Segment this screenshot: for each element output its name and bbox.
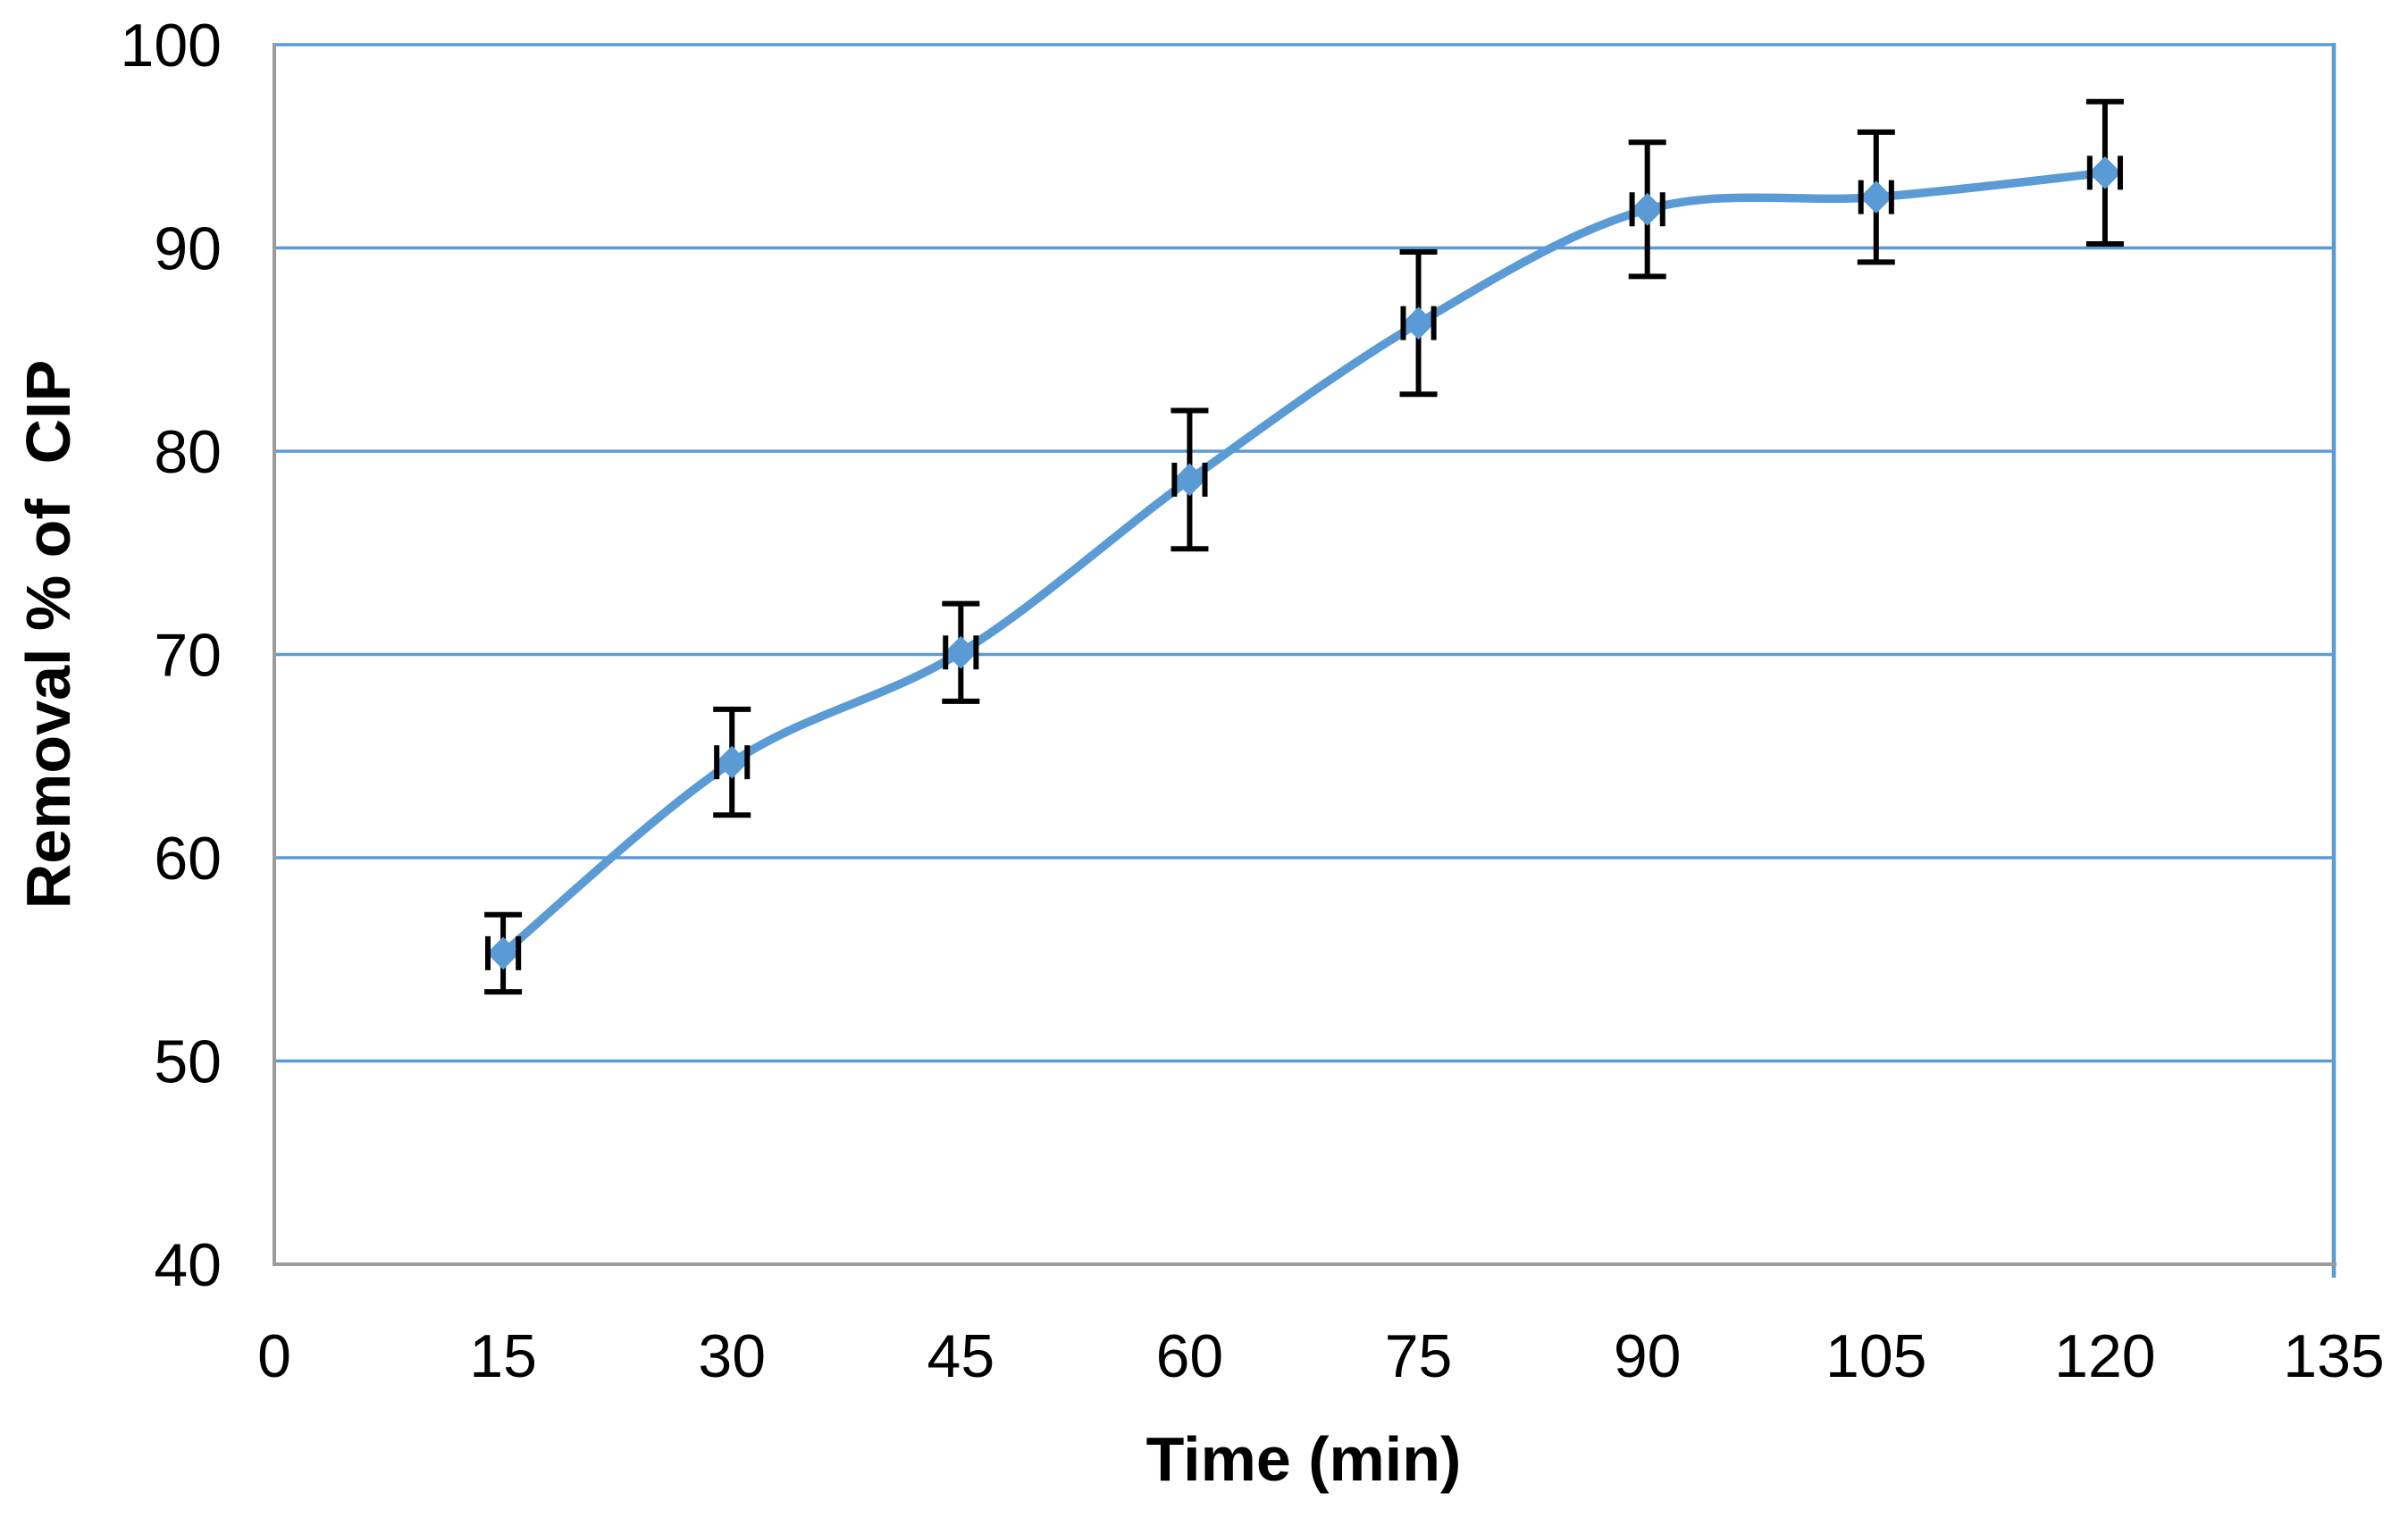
x-tick-label: 30 <box>698 1322 766 1390</box>
x-tick-label: 45 <box>927 1322 995 1390</box>
tick-labels-layer: 40 50 60 70 80 90 100 0 15 30 45 60 75 90 105 120 135 <box>121 12 2385 1390</box>
x-tick-label: 120 <box>2054 1322 2155 1390</box>
data-point-marker <box>1631 192 1665 226</box>
x-tick-label: 0 <box>257 1322 291 1390</box>
data-point-marker <box>486 936 520 970</box>
data-point-marker <box>944 635 977 669</box>
data-point-marker <box>1402 306 1435 340</box>
y-tick-label: 40 <box>154 1231 222 1299</box>
y-tick-label: 60 <box>154 825 222 893</box>
y-tick-label: 90 <box>154 215 222 283</box>
y-tick-label: 70 <box>154 622 222 690</box>
markers-layer <box>486 155 2122 970</box>
x-error-caps-layer <box>485 155 2123 970</box>
data-point-marker <box>1173 463 1206 497</box>
series-line <box>499 168 2110 958</box>
x-axis-title: Time (min) <box>1146 1424 1462 1494</box>
x-tick-label: 15 <box>469 1322 537 1390</box>
data-point-marker <box>1859 180 1893 214</box>
y-tick-label: 80 <box>154 418 222 486</box>
y-tick-label: 50 <box>154 1028 222 1096</box>
series-layer <box>499 168 2110 958</box>
x-tick-label: 135 <box>2283 1322 2384 1390</box>
data-point-marker <box>2088 155 2122 189</box>
axes-layer <box>273 43 2337 1266</box>
x-tick-label: 105 <box>1825 1322 1926 1390</box>
x-tick-label: 60 <box>1156 1322 1224 1390</box>
data-point-marker <box>715 745 749 779</box>
y-tick-label: 100 <box>121 12 222 80</box>
y-axis-title: Removal % of CIP <box>13 360 83 910</box>
x-tick-label: 75 <box>1385 1322 1453 1390</box>
x-tick-label: 90 <box>1614 1322 1682 1390</box>
gridlines-layer <box>274 43 2337 1278</box>
